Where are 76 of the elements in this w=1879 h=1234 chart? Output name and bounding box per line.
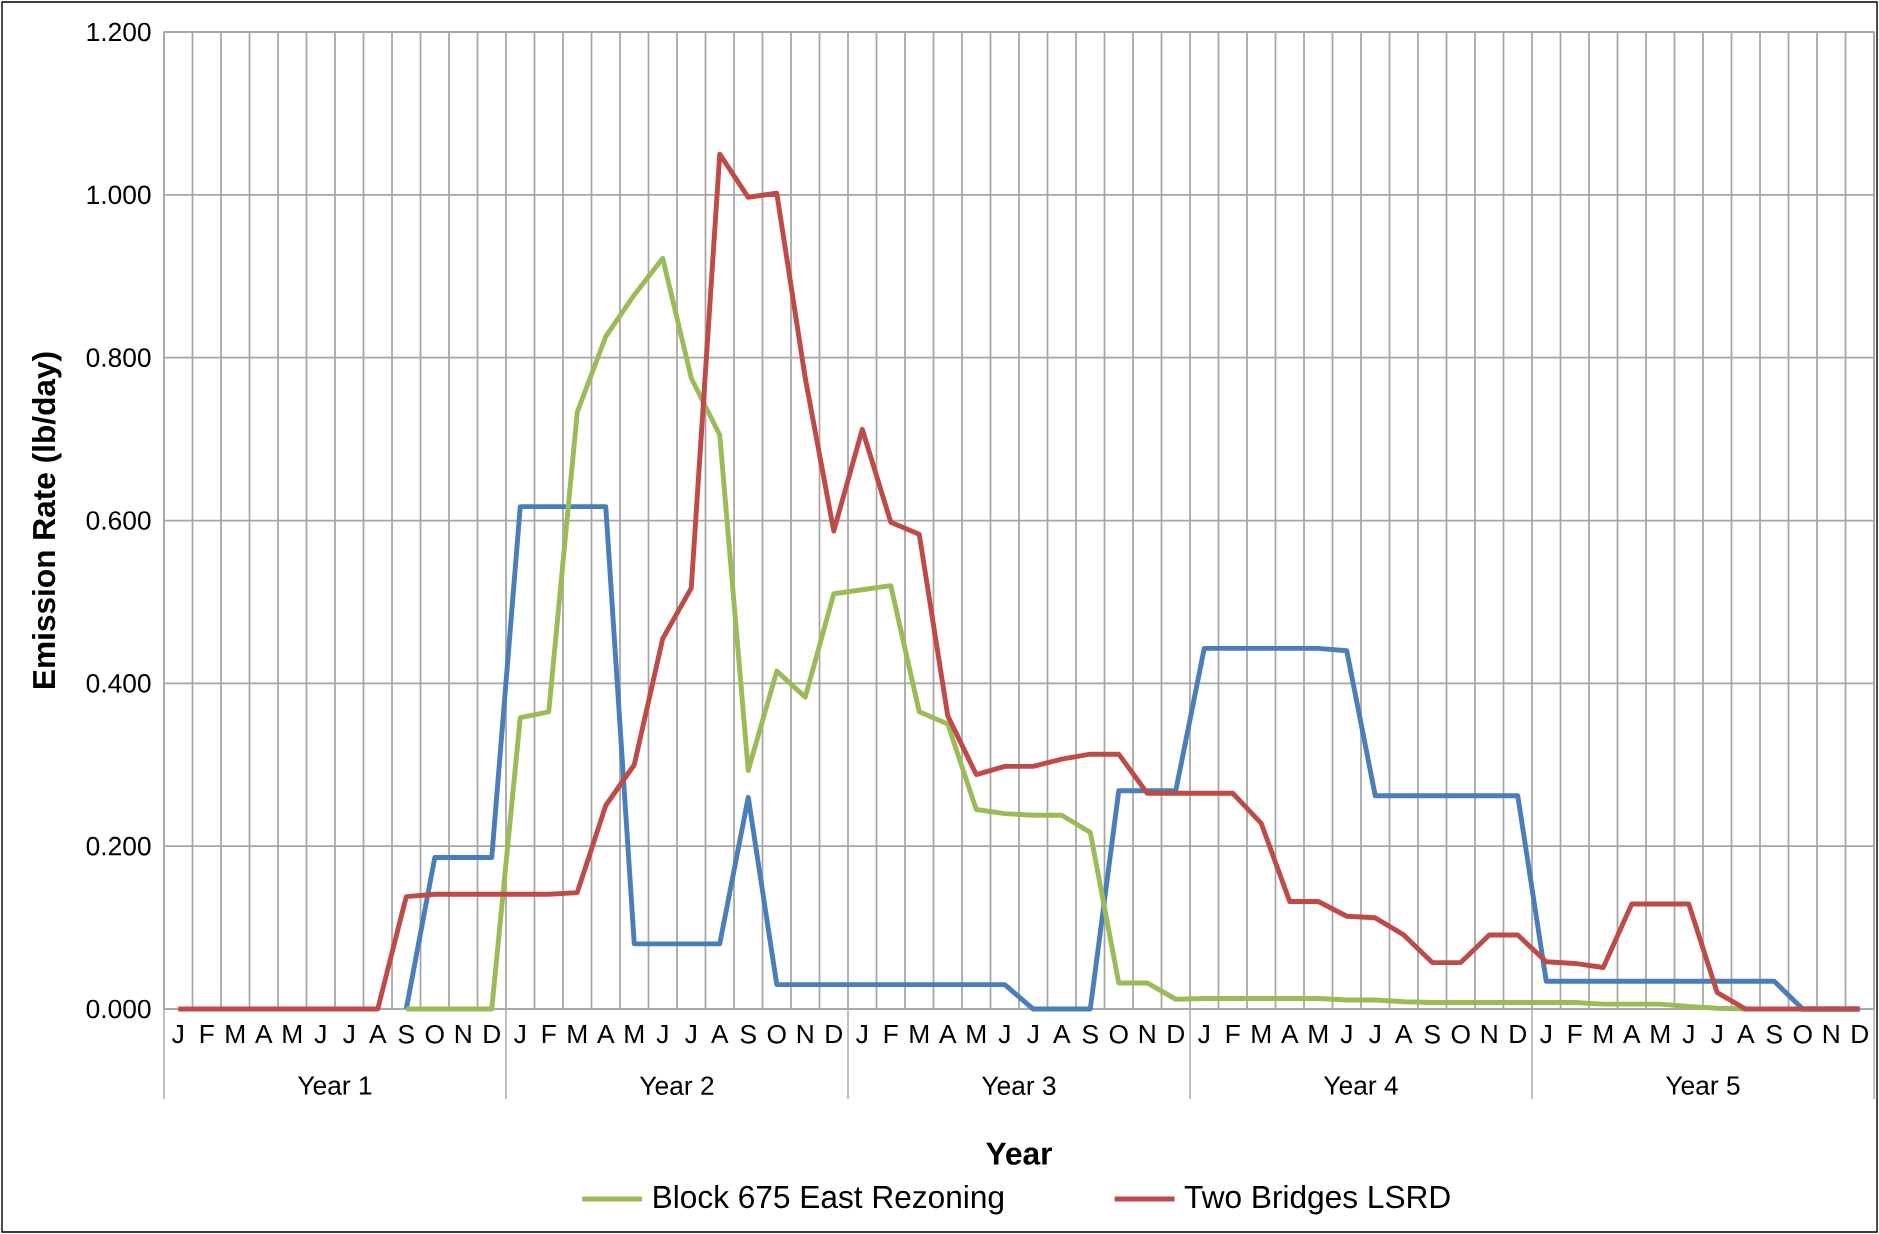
legend-label: Block 675 East Rezoning — [654, 1184, 1003, 1215]
x-tick-label: J — [1340, 1024, 1352, 1044]
x-tick-label: J — [856, 1024, 867, 1044]
x-tick-label: S — [1082, 1024, 1098, 1044]
x-tick-label: S — [740, 1024, 756, 1044]
x-tick-label: A — [1053, 1024, 1071, 1044]
x-tick-label: M — [625, 1024, 644, 1044]
y-tick-label: 0.000 — [86, 999, 151, 1019]
x-tick-label: J — [514, 1024, 525, 1044]
x-tick-label: N — [797, 1024, 813, 1044]
x-tick-label: J — [314, 1024, 326, 1044]
legend-label: Two Bridges LSRD — [1184, 1184, 1450, 1215]
x-tick-label: A — [711, 1024, 729, 1044]
text: Year 1 — [297, 1076, 372, 1095]
x-tick-label: N — [1481, 1024, 1497, 1044]
x-tick-label: S — [1766, 1024, 1782, 1044]
x-tick-label: J — [1682, 1024, 1694, 1044]
x-tick-label: M — [967, 1024, 986, 1044]
y-tick-label: 0.200 — [86, 836, 151, 856]
x-tick-label: M — [283, 1024, 302, 1044]
x-tick-label: J — [685, 1024, 696, 1044]
y-tick-label: 1.000 — [87, 185, 151, 205]
x-axis-title: Year — [986, 1142, 1052, 1165]
x-tick-label: F — [542, 1024, 556, 1044]
x-tick-label: F — [200, 1024, 214, 1044]
x-tick-label: J — [1711, 1024, 1722, 1044]
text: Year 4 — [1324, 1076, 1398, 1095]
text: Year 2 — [639, 1076, 714, 1096]
x-tick-label: F — [1568, 1024, 1582, 1044]
x-tick-label: J — [656, 1024, 668, 1044]
x-tick-label: S — [398, 1024, 414, 1044]
x-tick-label: O — [1109, 1024, 1128, 1044]
x-tick-label: F — [1226, 1024, 1240, 1044]
y-tick-label: 0.400 — [86, 674, 151, 693]
x-tick-label: J — [1540, 1024, 1551, 1044]
x-tick-label: J — [1027, 1024, 1038, 1044]
x-tick-label: O — [425, 1024, 444, 1044]
x-tick-label: J — [1369, 1024, 1380, 1044]
x-tick-label: O — [767, 1024, 786, 1044]
x-tick-label: J — [343, 1024, 354, 1044]
x-tick-label: S — [1424, 1024, 1440, 1044]
x-tick-label: D — [1510, 1024, 1526, 1044]
x-tick-label: A — [369, 1024, 387, 1044]
x-tick-label: A — [597, 1024, 615, 1044]
x-tick-label: M — [1651, 1024, 1670, 1044]
x-tick-label: A — [1395, 1024, 1413, 1044]
y-tick-label: 0.600 — [86, 511, 151, 530]
y-tick-label: 1.200 — [87, 22, 151, 42]
x-tick-label: M — [1594, 1024, 1613, 1044]
x-tick-label: D — [1168, 1024, 1184, 1044]
x-tick-label: N — [455, 1024, 471, 1044]
x-tick-label: M — [568, 1024, 587, 1044]
text: Year 5 — [1666, 1076, 1740, 1095]
x-tick-label: O — [1793, 1024, 1812, 1044]
x-tick-label: F — [884, 1024, 898, 1044]
x-tick-label: A — [939, 1024, 957, 1044]
x-tick-label: D — [1852, 1024, 1868, 1044]
x-tick-label: O — [1451, 1024, 1470, 1044]
x-tick-label: D — [484, 1024, 500, 1044]
text: Year 3 — [981, 1076, 1056, 1096]
x-tick-label: N — [1823, 1024, 1839, 1044]
x-tick-label: M — [1309, 1024, 1328, 1044]
x-tick-label: J — [1198, 1024, 1209, 1044]
x-tick-label: M — [910, 1024, 929, 1044]
x-tick-label: D — [826, 1024, 842, 1044]
x-tick-label: J — [998, 1024, 1010, 1044]
x-tick-label: J — [172, 1024, 183, 1044]
x-tick-label: M — [1252, 1024, 1271, 1044]
x-tick-label: A — [255, 1024, 273, 1044]
x-tick-label: A — [1737, 1024, 1755, 1044]
x-tick-label: A — [1623, 1024, 1641, 1044]
x-tick-label: M — [226, 1024, 245, 1044]
x-tick-label: A — [1281, 1024, 1299, 1044]
y-tick-label: 0.800 — [86, 348, 151, 368]
y-axis-title: Emission Rate (lb/day) — [31, 352, 62, 689]
x-tick-label: N — [1139, 1024, 1155, 1044]
